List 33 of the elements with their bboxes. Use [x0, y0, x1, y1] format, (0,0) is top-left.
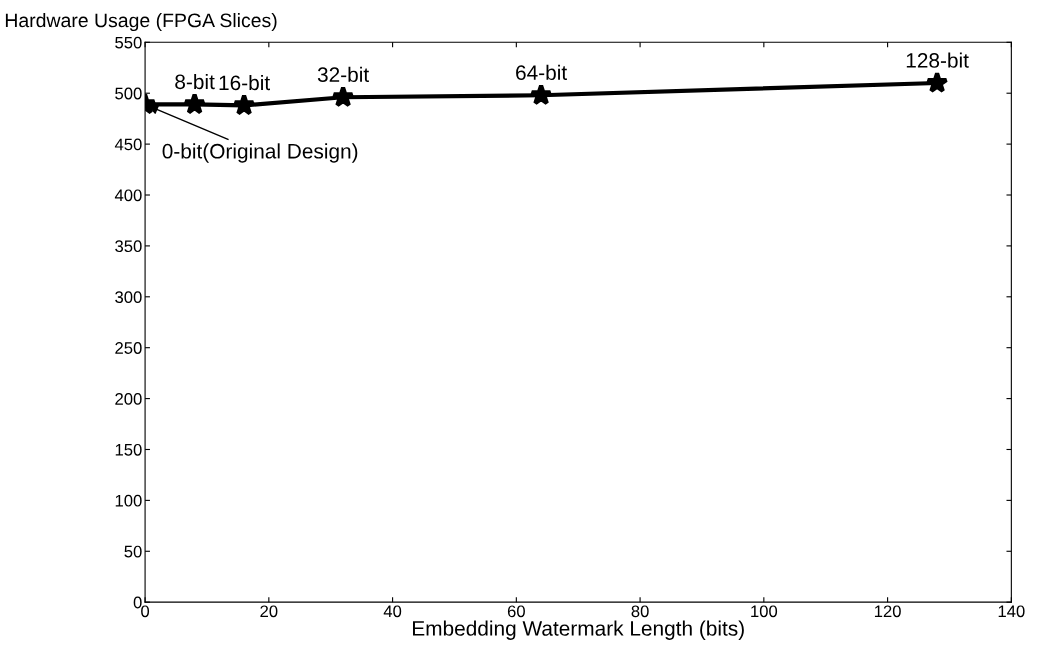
x-axis-title: Embedding Watermark Length (bits): [413, 620, 744, 640]
y-tick-label: 350: [115, 240, 142, 253]
annotation: 64-bit: [516, 64, 567, 81]
x-tick-label: 140: [998, 605, 1025, 618]
annotation: 0-bit(Original Design): [162, 143, 358, 163]
annotation: 128-bit: [906, 52, 969, 68]
point: [232, 93, 256, 116]
annotation: 32-bit: [317, 66, 369, 83]
y-tick-label: 300: [115, 291, 142, 303]
annotation: 8-bit: [175, 73, 215, 90]
y-tick-label: 100: [115, 494, 142, 507]
y-tick-label: 500: [115, 87, 142, 100]
y-tick-label: 550: [115, 36, 142, 49]
y-tick-label: 400: [114, 189, 142, 202]
y-axis-title: Hardware Usage (FPGA Slices): [5, 12, 277, 32]
point: [529, 83, 553, 106]
x-tick-label: 100: [751, 605, 778, 618]
y-tick-label: 450: [114, 138, 142, 151]
x-tick-label: 120: [874, 605, 901, 618]
x-tick-label: 60: [507, 605, 525, 618]
y-tick-label: 200: [115, 392, 142, 405]
point: [183, 92, 206, 115]
y-tick-label: 250: [115, 342, 142, 354]
y-tick-label: 0: [133, 596, 142, 609]
x-tick-label: 0: [141, 605, 150, 618]
y-tick-label: 150: [115, 443, 142, 456]
y-tick-label: 50: [124, 545, 142, 558]
x-tick-label: 40: [383, 605, 402, 618]
x-tick-label: 80: [631, 605, 649, 618]
point: [925, 71, 949, 93]
x-tick-label: 20: [260, 605, 278, 618]
point: [331, 85, 355, 108]
annotation: 16-bit: [219, 74, 270, 91]
